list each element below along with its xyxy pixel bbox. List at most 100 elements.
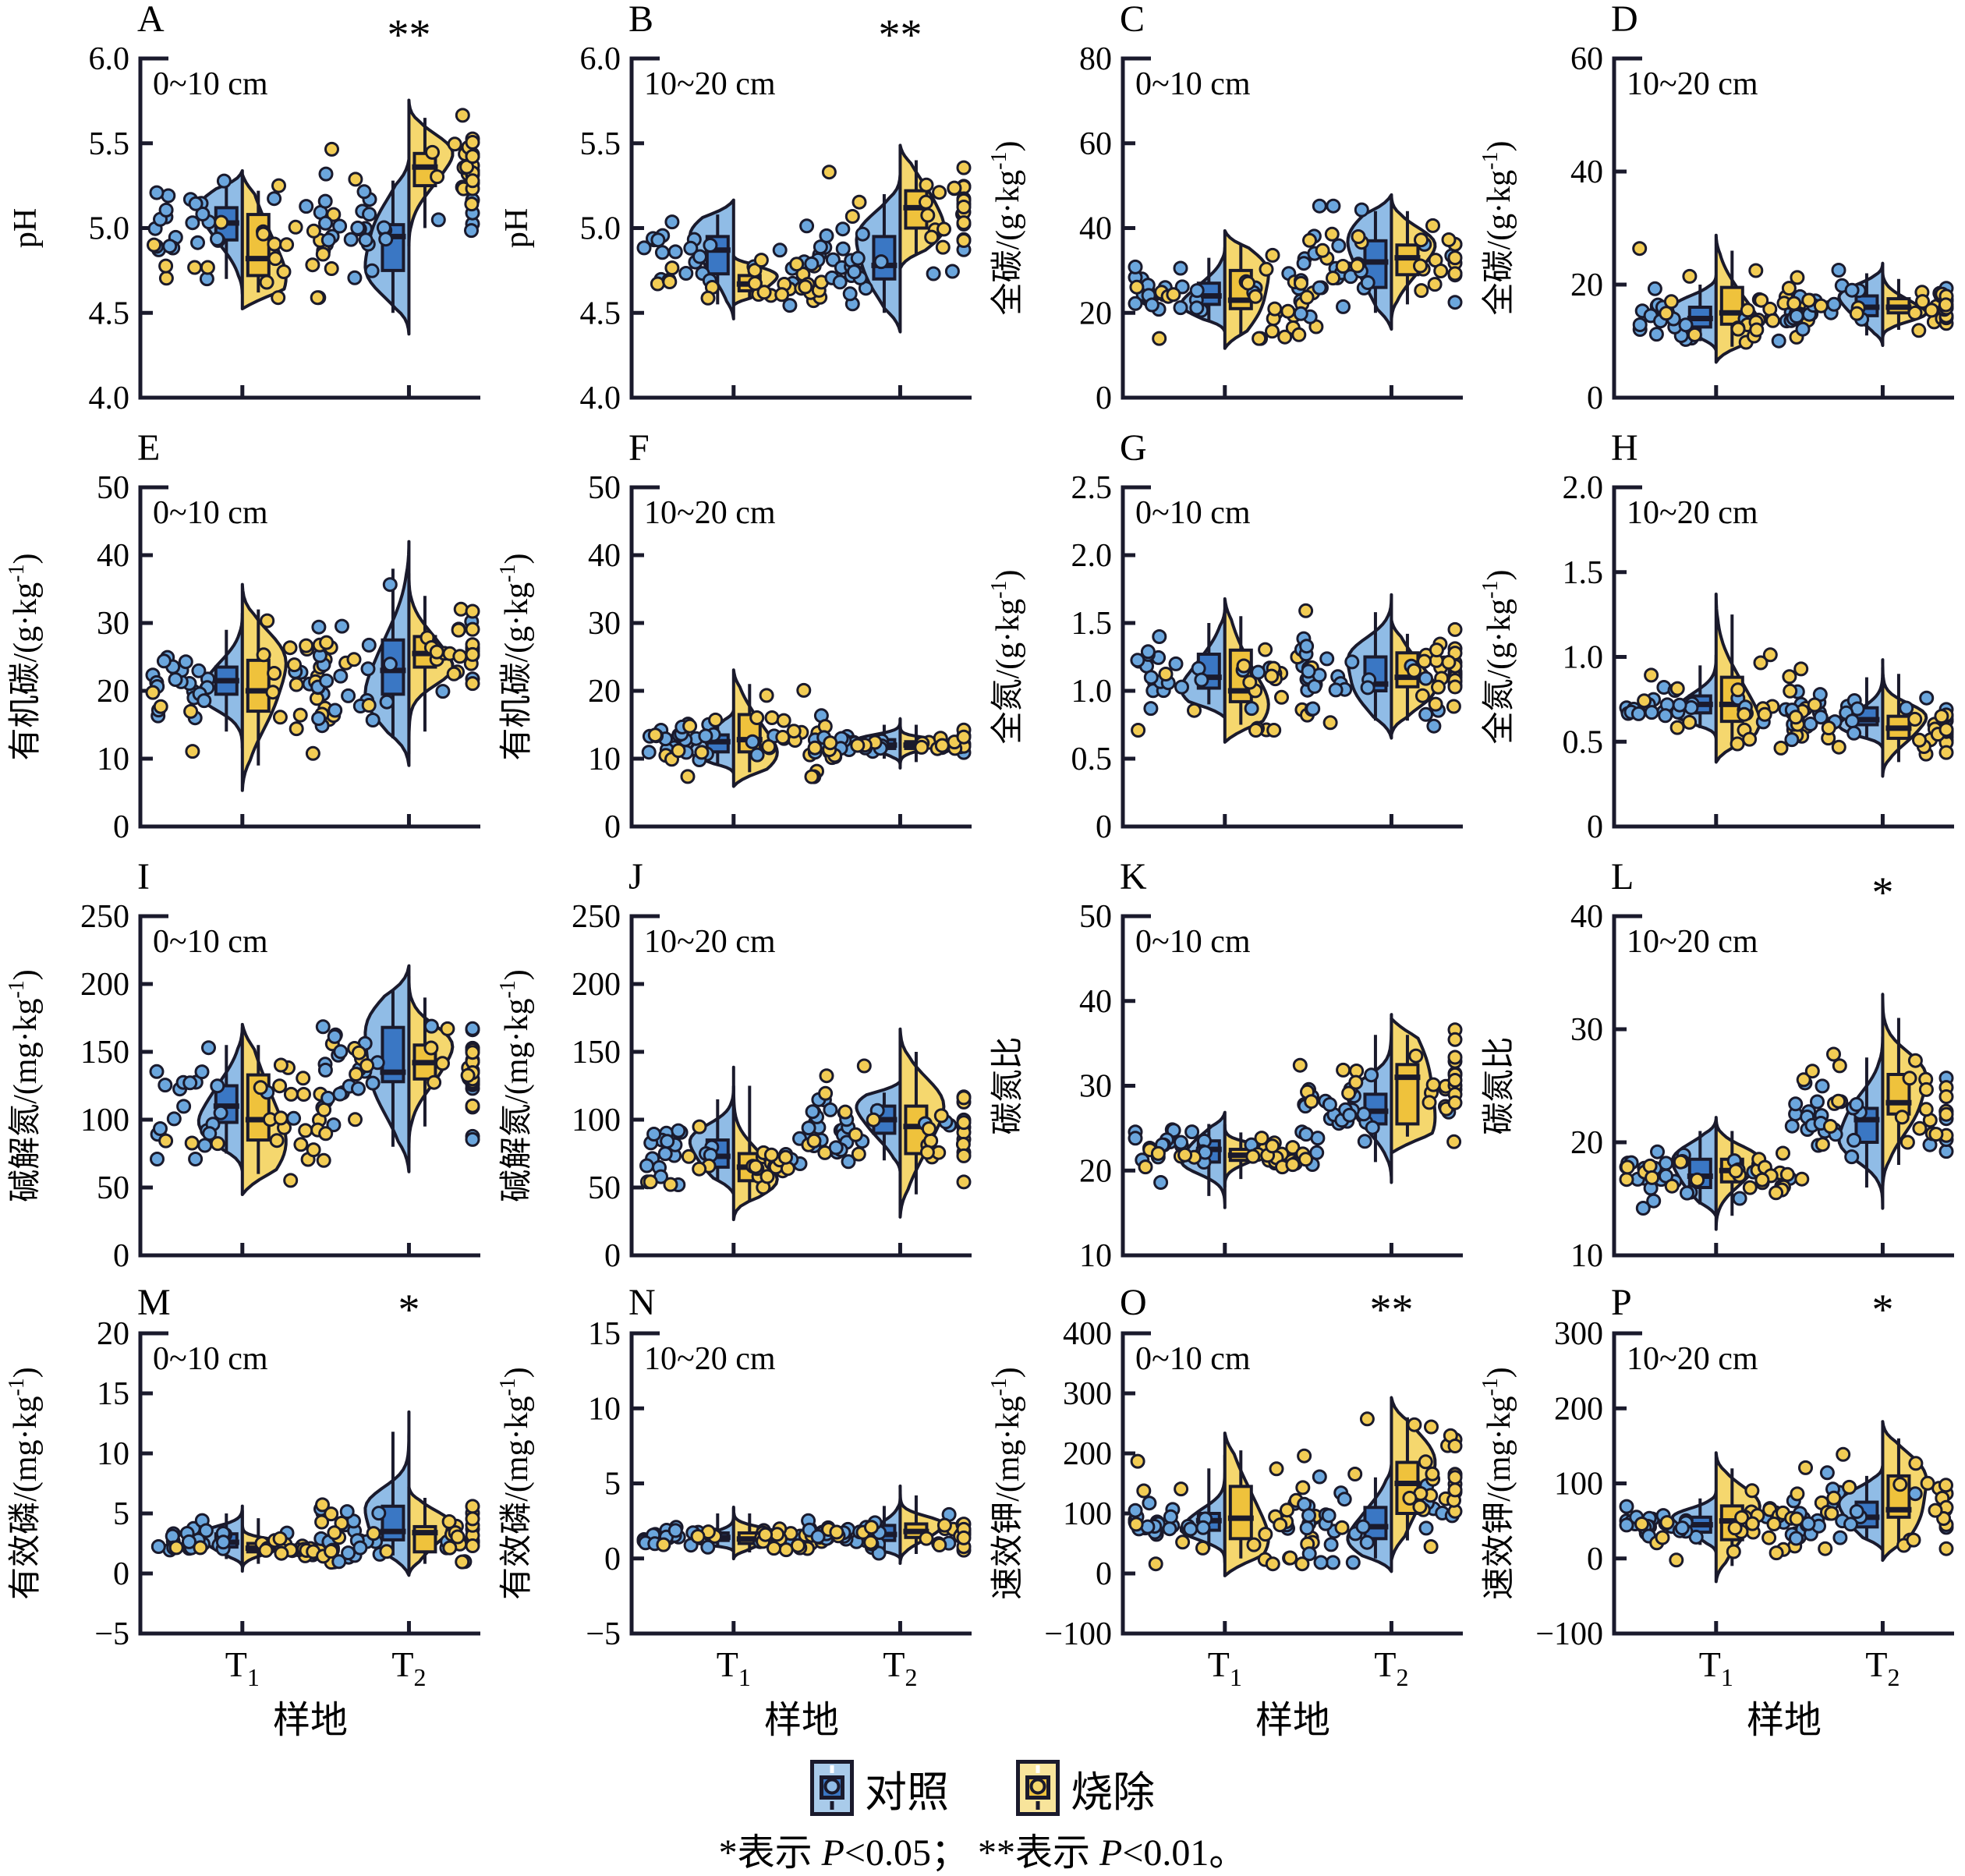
cluster-T2 (1292, 1013, 1463, 1184)
data-point (1291, 327, 1307, 342)
data-point (331, 1554, 347, 1570)
axis-spines (1612, 485, 1954, 829)
points-burn-T2 (1322, 621, 1463, 731)
data-point (267, 191, 282, 207)
data-point (841, 1154, 856, 1170)
data-point (1779, 1166, 1795, 1182)
data-point (168, 1540, 184, 1556)
data-point (790, 1538, 805, 1553)
points-control-T1 (147, 173, 340, 287)
cluster-T2 (1293, 193, 1463, 331)
data-point (671, 743, 686, 759)
data-point (441, 1514, 457, 1529)
points-burn-T2 (807, 722, 972, 766)
data-point (1294, 1556, 1310, 1572)
data-point (1336, 1062, 1351, 1078)
data-point (324, 1544, 339, 1559)
data-point (1915, 294, 1930, 310)
data-point (190, 235, 205, 250)
data-point (1194, 672, 1209, 688)
data-point (692, 249, 707, 264)
points-burn-T1 (647, 682, 833, 784)
data-point (932, 185, 947, 200)
data-point (346, 652, 362, 667)
data-point (1831, 739, 1846, 755)
data-point (293, 1137, 309, 1152)
y-axis-label: pH (499, 208, 535, 248)
data-point (1324, 226, 1340, 242)
data-point (1938, 1106, 1954, 1122)
data-point (1644, 667, 1659, 683)
data-point (253, 1080, 268, 1096)
data-point (1447, 1470, 1463, 1485)
data-point (1360, 275, 1376, 290)
data-point (316, 1152, 331, 1168)
points-burn-T2 (1788, 697, 1954, 762)
data-point (427, 1074, 442, 1090)
data-point (201, 1040, 216, 1056)
data-point (215, 1534, 231, 1550)
panel-letter: G (1120, 429, 1147, 469)
data-point (1365, 1120, 1380, 1135)
data-point (774, 287, 790, 303)
data-point (708, 712, 724, 727)
data-point (333, 668, 349, 684)
y-tick-label: 300 (1063, 1376, 1112, 1412)
data-point (328, 703, 343, 718)
data-point (319, 635, 335, 650)
data-point (1265, 1556, 1280, 1572)
points-burn-T1 (1138, 1131, 1313, 1175)
data-point (464, 196, 480, 212)
data-point (1236, 658, 1252, 674)
data-point (1782, 669, 1797, 685)
data-point (1244, 701, 1259, 717)
data-point (1187, 703, 1202, 718)
data-point (273, 1110, 289, 1126)
y-tick-label: 5.5 (580, 126, 621, 162)
data-point (182, 1075, 198, 1091)
y-tick-label: 200 (572, 967, 621, 1003)
data-point (1299, 1520, 1315, 1536)
data-point (1195, 1540, 1210, 1556)
data-point (1843, 1517, 1858, 1532)
data-point (1131, 723, 1146, 738)
panel-letter: B (628, 0, 653, 40)
data-point (1326, 1555, 1340, 1570)
data-point (282, 640, 298, 656)
data-point (782, 298, 798, 313)
panel-letter: O (1120, 1287, 1147, 1323)
data-point (158, 1078, 173, 1093)
data-point (1425, 218, 1440, 233)
data-point (1918, 1081, 1934, 1097)
data-point (150, 1539, 166, 1554)
data-point (852, 194, 867, 210)
y-tick-label: 400 (1063, 1316, 1112, 1352)
data-point (1892, 1477, 1908, 1492)
significance-marker: * (1871, 1287, 1893, 1334)
cluster-T1 (1619, 1116, 1810, 1231)
data-point (183, 703, 199, 719)
data-point (1153, 1175, 1169, 1190)
data-point (158, 202, 174, 218)
data-point (1822, 1119, 1838, 1134)
x-tick-label: T1 (1208, 1644, 1242, 1691)
y-tick-label: −100 (1535, 1616, 1603, 1652)
data-point (1732, 1191, 1747, 1206)
data-point (451, 622, 466, 638)
whisker-top-icon (1036, 1765, 1040, 1773)
data-point (1407, 1417, 1422, 1432)
y-tick-label: −5 (94, 1616, 129, 1652)
y-tick-label: 10 (588, 742, 621, 777)
axis-spines (629, 914, 972, 1258)
data-point (1428, 696, 1443, 712)
data-point (213, 1105, 228, 1120)
data-point (1168, 656, 1184, 671)
data-point (315, 1019, 331, 1035)
significance-footnote: *表示 P<0.05； **表示 P<0.01。 (0, 1821, 1965, 1874)
data-point (692, 1161, 707, 1177)
x-tick-label: T2 (883, 1644, 917, 1691)
data-point (1423, 1539, 1439, 1554)
y-tick-label: 100 (572, 1103, 621, 1138)
data-point (956, 160, 972, 175)
